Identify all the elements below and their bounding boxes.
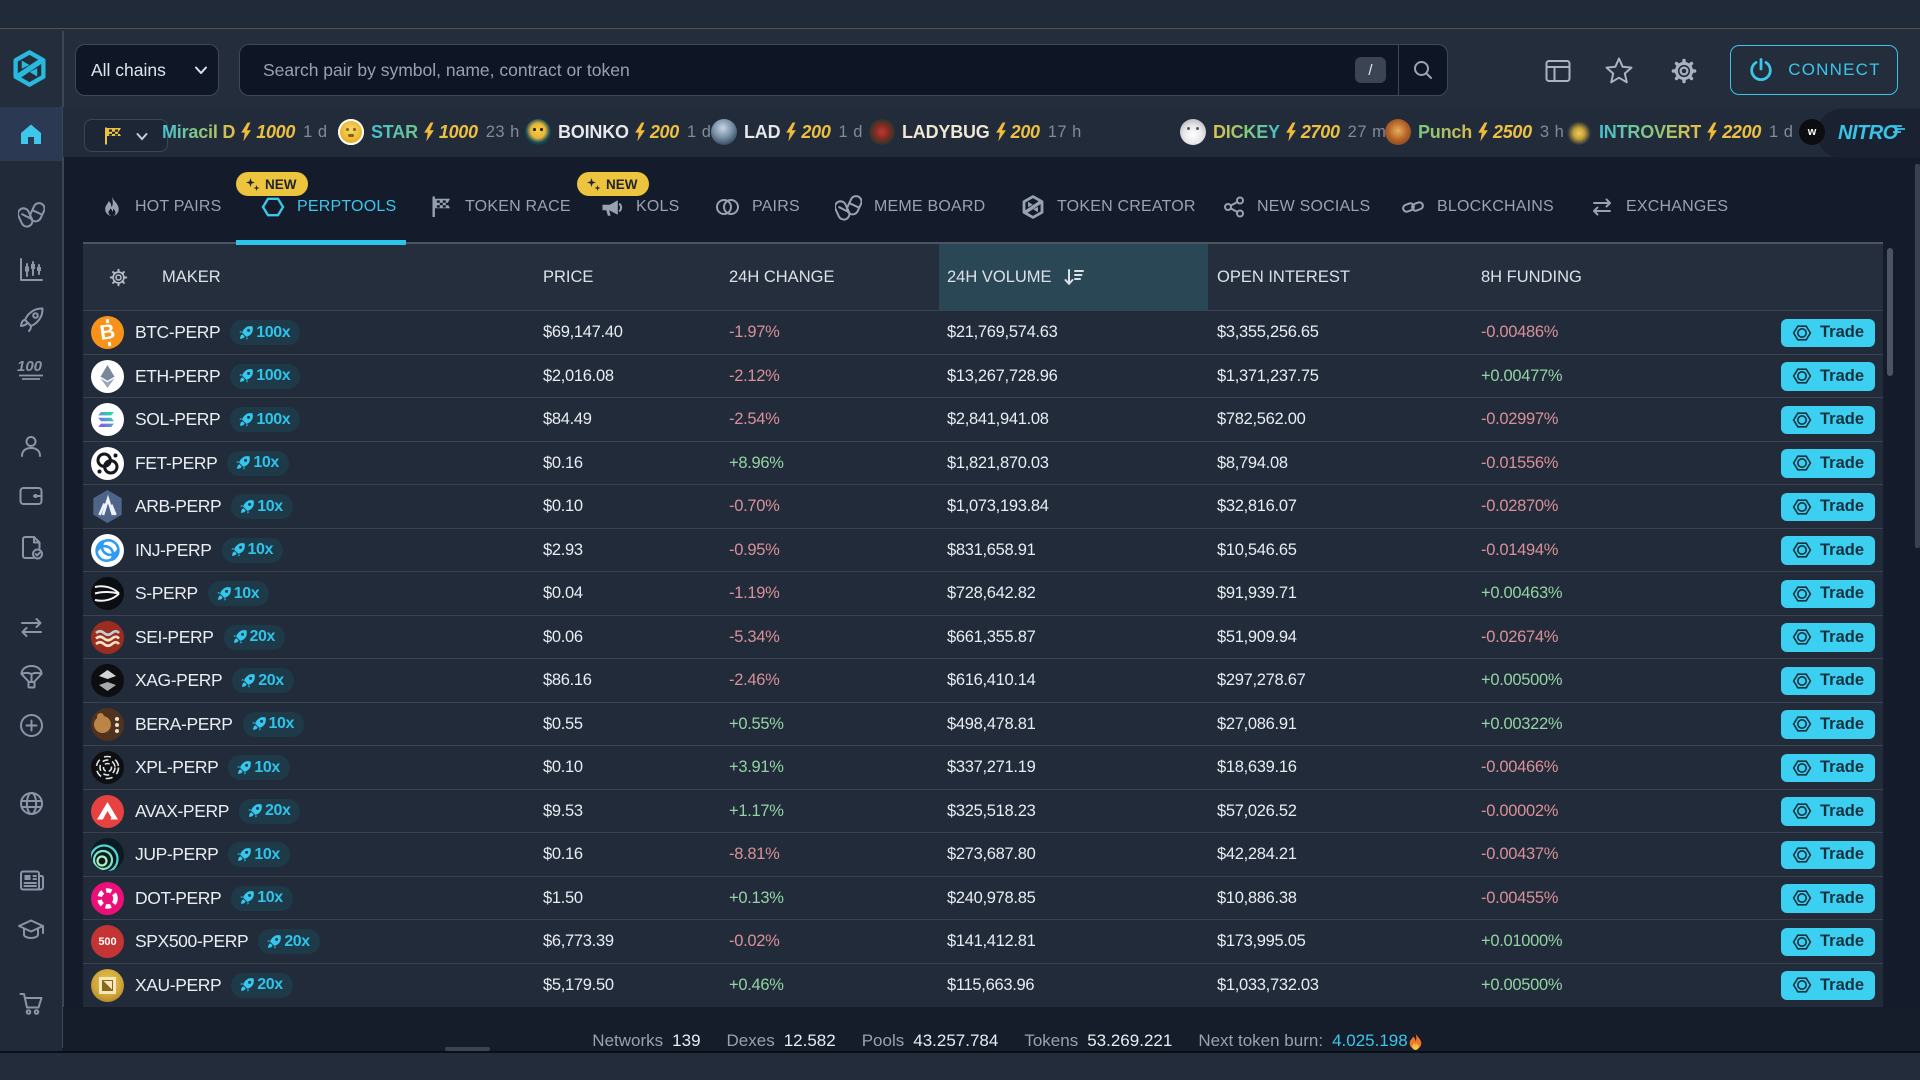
svg-text:100: 100 [17, 358, 43, 375]
